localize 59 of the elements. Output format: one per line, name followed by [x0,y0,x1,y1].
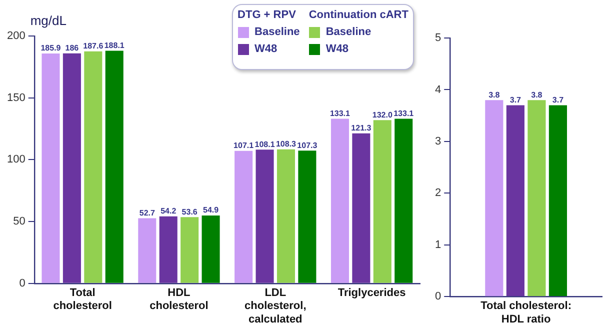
data-label: 187.6 [83,42,104,51]
y-tick-label: 4 [434,84,442,96]
x-tick-label: Total cholesterol: HDL ratio [480,300,572,326]
data-label: 54.2 [160,206,177,216]
y-tick-label: 3 [434,135,442,148]
data-label: 3.7 [552,95,564,104]
data-label: 133.1 [394,108,414,118]
bar [202,215,220,283]
y-tick-label: 0 [19,277,26,290]
legend-label: Baseline [254,26,300,38]
x-tick-label: HDL cholesterol [150,287,208,312]
data-label: 107.3 [297,140,318,150]
legend-label: Baseline [326,26,372,38]
bar [105,50,124,283]
bar [352,133,370,283]
y-axis-title: mg/dL [30,13,66,28]
y-tick-label: 50 [13,216,26,228]
x-tick-label: Total cholesterol [53,287,112,312]
text: Continuation cART [308,9,408,21]
x-tick-label: LDL cholesterol, calculated [244,287,306,326]
bar [180,217,199,283]
text: DTG + RPV [238,9,297,21]
bar [84,51,102,283]
x-tick-label: Triglycerides [338,287,406,300]
y-tick-label: 0 [434,290,442,303]
bar [256,150,274,283]
data-label: 188.1 [104,40,125,50]
data-label: 108.1 [254,140,276,149]
bar [62,53,81,283]
data-label: 3.8 [531,90,543,100]
data-label: 108.3 [276,140,297,149]
y-tick-label: 1 [434,238,442,251]
data-label: 133.1 [330,108,351,118]
legend-label: W48 [326,43,348,55]
y-tick-label: 200 [6,30,26,42]
bar [373,120,392,283]
data-label: 54.9 [202,206,220,215]
bar [42,53,60,283]
bar [138,218,156,283]
bar [159,216,178,283]
data-label: 53.6 [182,207,198,216]
y-tick-label: 100 [6,154,26,166]
data-label: 107.1 [234,141,254,150]
legend-label: W48 [254,43,278,55]
data-label: 186 [65,44,80,53]
data-label: 132.0 [372,110,393,120]
bar [234,150,253,283]
bar [330,118,349,283]
y-tick-label: 2 [434,187,442,200]
y-tick-label: 5 [434,32,442,44]
data-label: 52.7 [139,208,156,218]
data-label: 3.7 [510,95,522,104]
bar [394,118,413,283]
bar [276,149,295,283]
data-label: 185.9 [40,44,62,53]
data-label: 3.8 [488,90,500,100]
bar [298,150,316,283]
data-label: 121.3 [351,124,372,133]
y-tick-label: 150 [6,92,26,104]
